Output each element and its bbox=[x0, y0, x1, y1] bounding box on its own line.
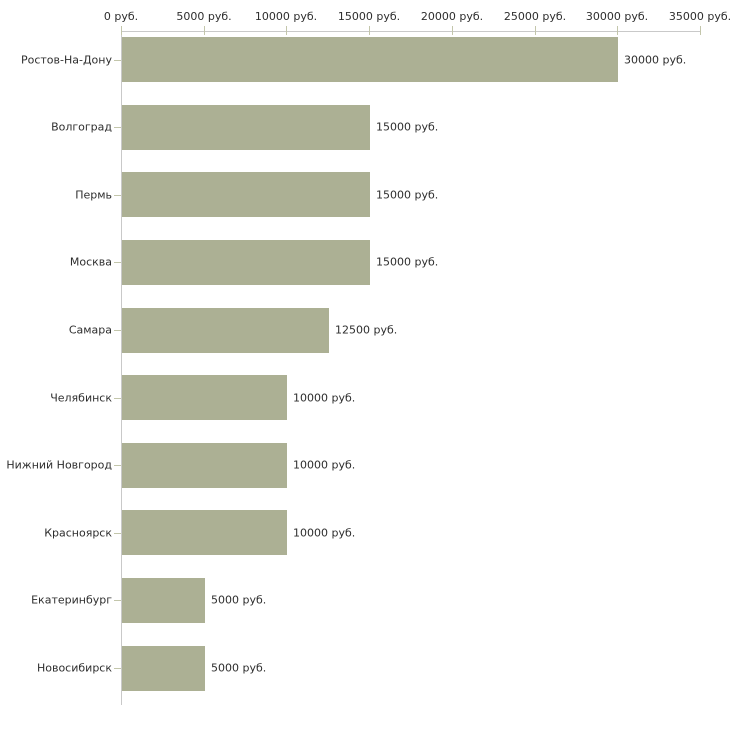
x-tick bbox=[452, 26, 453, 35]
bar bbox=[122, 375, 287, 420]
bar bbox=[122, 578, 205, 623]
x-tick-label: 5000 руб. bbox=[176, 10, 232, 23]
bar bbox=[122, 510, 287, 555]
value-label: 5000 руб. bbox=[211, 593, 267, 607]
bar bbox=[122, 646, 205, 691]
category-tick bbox=[114, 668, 121, 669]
value-label: 15000 руб. bbox=[376, 120, 439, 134]
bar bbox=[122, 443, 287, 488]
category-tick bbox=[114, 533, 121, 534]
category-label: Нижний Новгород bbox=[6, 458, 112, 472]
x-tick-label: 15000 руб. bbox=[337, 10, 401, 23]
value-label: 15000 руб. bbox=[376, 188, 439, 202]
category-label: Красноярск bbox=[44, 526, 112, 540]
y-axis-line bbox=[121, 31, 122, 705]
x-axis-line bbox=[121, 31, 701, 32]
category-tick bbox=[114, 60, 121, 61]
bar bbox=[122, 105, 370, 150]
value-label: 5000 руб. bbox=[211, 661, 267, 675]
x-tick-label: 30000 руб. bbox=[585, 10, 649, 23]
category-tick bbox=[114, 465, 121, 466]
x-tick-label: 10000 руб. bbox=[254, 10, 318, 23]
category-tick bbox=[114, 600, 121, 601]
x-tick bbox=[700, 26, 701, 35]
bar bbox=[122, 308, 329, 353]
category-label: Волгоград bbox=[51, 120, 112, 134]
value-label: 10000 руб. bbox=[293, 458, 356, 472]
value-label: 10000 руб. bbox=[293, 391, 356, 405]
category-tick bbox=[114, 398, 121, 399]
category-label: Самара bbox=[68, 323, 112, 337]
category-tick bbox=[114, 262, 121, 263]
value-label: 30000 руб. bbox=[624, 53, 687, 67]
value-label: 10000 руб. bbox=[293, 526, 356, 540]
x-tick bbox=[369, 26, 370, 35]
category-label: Челябинск bbox=[50, 391, 112, 405]
category-label: Екатеринбург bbox=[31, 593, 112, 607]
bar bbox=[122, 172, 370, 217]
category-tick bbox=[114, 127, 121, 128]
x-tick bbox=[535, 26, 536, 35]
x-tick-label: 25000 руб. bbox=[503, 10, 567, 23]
x-tick bbox=[121, 26, 122, 35]
category-label: Пермь bbox=[75, 188, 112, 202]
value-label: 12500 руб. bbox=[335, 323, 398, 337]
category-tick bbox=[114, 195, 121, 196]
x-tick-label: 0 руб. bbox=[103, 10, 139, 23]
value-label: 15000 руб. bbox=[376, 255, 439, 269]
category-tick bbox=[114, 330, 121, 331]
category-label: Ростов-На-Дону bbox=[20, 53, 112, 67]
category-label: Москва bbox=[69, 255, 112, 269]
x-tick-label: 35000 руб. bbox=[668, 10, 730, 23]
x-tick-label: 20000 руб. bbox=[420, 10, 484, 23]
category-label: Новосибирск bbox=[36, 661, 112, 675]
x-tick bbox=[286, 26, 287, 35]
bar bbox=[122, 37, 618, 82]
x-tick bbox=[204, 26, 205, 35]
bar bbox=[122, 240, 370, 285]
x-tick bbox=[617, 26, 618, 35]
